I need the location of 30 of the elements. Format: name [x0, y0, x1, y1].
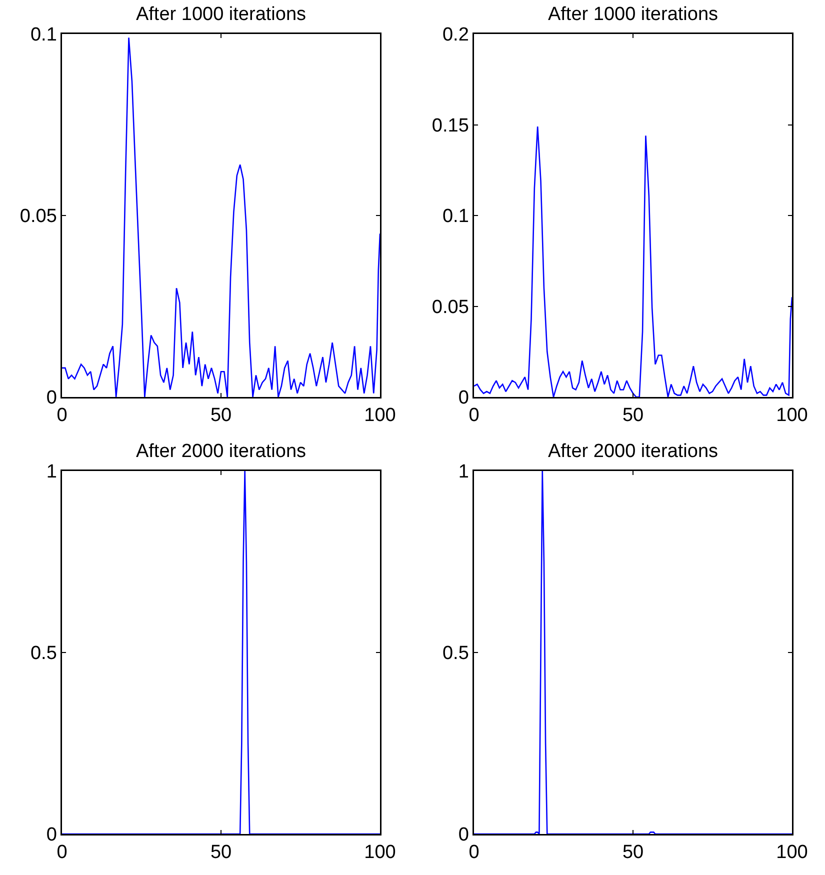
y-tick-label: 0 — [46, 388, 57, 409]
chart-title: After 2000 iterations — [136, 440, 306, 462]
y-tick-label: 1 — [46, 462, 57, 483]
x-tick-label: 50 — [210, 842, 232, 864]
x-tick-label: 100 — [364, 405, 396, 426]
y-tick-label: 0 — [458, 824, 469, 846]
y-tick-label: 0.1 — [30, 24, 57, 46]
x-tick-label: 100 — [776, 842, 808, 864]
x-tick-label: 100 — [776, 405, 808, 426]
y-tick-label: 0.5 — [30, 643, 57, 664]
chart-title: After 2000 iterations — [548, 440, 718, 462]
x-tick-label: 100 — [364, 842, 396, 864]
line-series — [474, 126, 792, 397]
x-tick-label: 50 — [622, 405, 644, 426]
line-series — [474, 471, 792, 834]
chart-title: After 1000 iterations — [136, 4, 306, 25]
y-tick-label: 0 — [458, 388, 469, 409]
y-tick-label: 0.05 — [432, 296, 469, 318]
chart-title: After 1000 iterations — [548, 4, 718, 25]
y-tick-label: 0 — [46, 824, 57, 846]
line-series — [62, 471, 380, 834]
x-tick-label: 50 — [622, 842, 644, 864]
y-tick-label: 0.15 — [432, 115, 469, 136]
y-tick-label: 0.1 — [442, 206, 469, 228]
y-tick-label: 1 — [458, 462, 469, 483]
y-tick-label: 0.2 — [442, 24, 469, 46]
y-tick-label: 0.5 — [442, 643, 469, 664]
y-tick-label: 0.05 — [20, 206, 57, 228]
line-series — [62, 36, 380, 397]
x-tick-label: 50 — [210, 405, 232, 426]
